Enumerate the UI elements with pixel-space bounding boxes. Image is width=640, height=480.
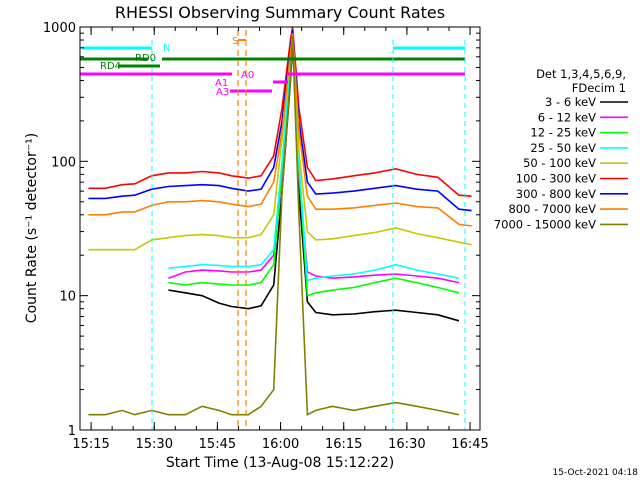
legend-label-4: 25 - 50 keV <box>530 141 596 155</box>
x-tick-label: 16:15 <box>325 437 362 452</box>
legend-label-7: 300 - 800 keV <box>516 187 596 201</box>
legend-header-2: FDecim 1 <box>572 81 626 95</box>
marker-label-a0: A0 <box>241 70 254 81</box>
legend-header-1: Det 1,3,4,5,6,9, <box>536 67 626 81</box>
legend-label-9: 7000 - 15000 keV <box>494 217 596 231</box>
legend-label-3: 12 - 25 keV <box>530 126 596 140</box>
marker-label-s: S <box>232 36 238 47</box>
marker-label-n: N <box>163 43 170 54</box>
y-axis-label: Count Rate (s⁻¹ detector⁻¹) <box>24 133 40 323</box>
x-tick-label: 15:15 <box>72 437 109 452</box>
legend-label-8: 800 - 7000 keV <box>508 202 596 216</box>
plot-frame <box>79 26 481 431</box>
y-tick-label: 1 <box>68 424 76 439</box>
series-layer <box>88 26 472 416</box>
x-axis-label: Start Time (13-Aug-08 15:12:22) <box>166 455 394 471</box>
axes-layer: 1 10 100 1000 15:15 15:30 15:45 16:00 16:15 16:30… <box>43 21 489 452</box>
x-tick-label: 16:00 <box>262 437 299 452</box>
y-tick-label: 100 <box>51 155 76 170</box>
marker-label-a1: A1 <box>215 78 228 89</box>
marker-label-a3: A3 <box>216 87 229 98</box>
y-tick-label: 10 <box>59 290 76 305</box>
series-line-9 <box>88 36 460 416</box>
x-tick-label: 15:30 <box>136 437 173 452</box>
x-tick-label: 15:45 <box>199 437 236 452</box>
chart-title: RHESSI Observing Summary Count Rates <box>115 3 445 22</box>
series-line-6 <box>88 26 472 197</box>
legend-label-5: 50 - 100 keV <box>523 156 596 170</box>
marker-label-rd0: RD0 <box>135 53 156 64</box>
x-tick-label: 16:45 <box>451 437 488 452</box>
legend-label-6: 100 - 300 keV <box>516 172 596 186</box>
x-tick-label: 16:30 <box>388 437 425 452</box>
y-tick-label: 1000 <box>43 21 76 36</box>
marker-label-rd4: RD4 <box>100 61 121 72</box>
legend-label-2: 6 - 12 keV <box>538 110 596 124</box>
footer-date: 15-Oct-2021 04:18 <box>553 468 639 478</box>
series-line-8 <box>88 33 472 227</box>
series-line-7 <box>88 29 472 212</box>
series-line-5 <box>88 29 472 251</box>
legend-label-1: 3 - 6 keV <box>545 95 596 109</box>
